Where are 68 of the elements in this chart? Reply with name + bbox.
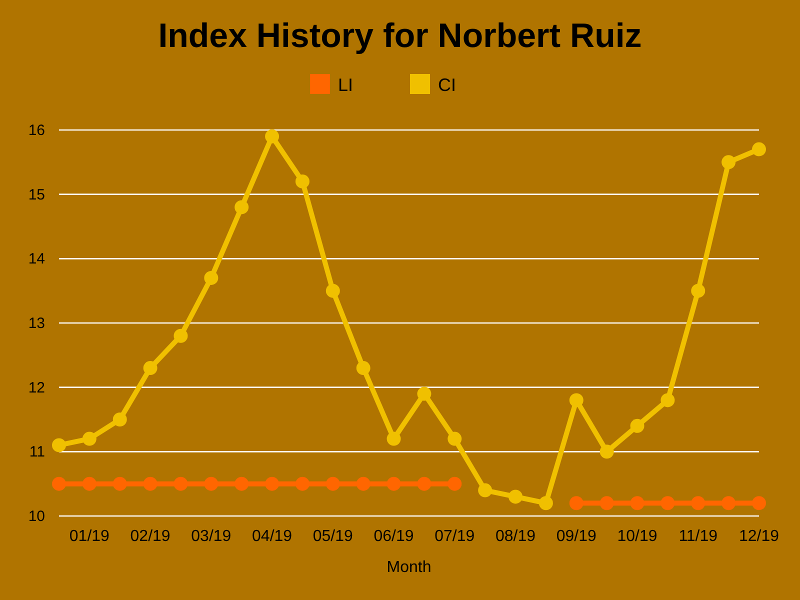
point <box>112 476 127 491</box>
point <box>660 496 675 510</box>
x-tick-label: 10/19 <box>617 528 658 545</box>
point <box>752 496 766 510</box>
point <box>52 438 66 452</box>
point <box>52 476 66 491</box>
point <box>234 200 249 214</box>
point <box>722 496 736 510</box>
point <box>326 476 340 491</box>
point <box>143 476 158 491</box>
point <box>630 418 644 433</box>
point <box>600 444 614 459</box>
x-tick-label: 05/19 <box>312 528 354 545</box>
point <box>143 361 158 376</box>
x-tick-label: 09/19 <box>556 528 597 545</box>
point <box>660 393 675 408</box>
point <box>386 432 401 446</box>
point <box>295 174 310 188</box>
point <box>386 476 401 491</box>
point <box>204 476 218 491</box>
point <box>448 476 462 491</box>
point <box>630 496 644 510</box>
point <box>82 432 96 446</box>
point <box>448 432 462 446</box>
x-tick-label: 07/19 <box>434 528 475 545</box>
point <box>508 490 523 504</box>
y-tick-label: 11 <box>29 444 45 461</box>
y-tick-label: 15 <box>28 186 45 204</box>
x-axis-title: Month <box>386 559 432 576</box>
point <box>538 496 553 510</box>
legend-label: CI <box>438 75 456 95</box>
point <box>174 476 188 491</box>
y-tick-label: 13 <box>28 315 45 332</box>
point <box>265 476 280 491</box>
point <box>174 328 188 343</box>
point <box>356 476 370 491</box>
x-tick-label: 12/19 <box>738 528 780 545</box>
point <box>265 129 280 144</box>
point <box>417 476 432 491</box>
y-tick-label: 16 <box>28 122 45 139</box>
point <box>478 483 492 498</box>
chart-title: Index History for Norbert Ruiz <box>158 17 642 55</box>
x-tick-label: 03/19 <box>191 528 232 545</box>
x-tick-label: 11/19 <box>678 528 718 545</box>
point <box>234 476 249 491</box>
point <box>82 476 96 491</box>
point <box>295 476 310 491</box>
point <box>326 284 340 298</box>
x-tick-label: 01/19 <box>69 528 110 545</box>
point <box>204 270 218 285</box>
x-tick-label: 08/19 <box>496 528 536 545</box>
point <box>112 412 127 426</box>
point <box>722 155 736 170</box>
point <box>569 393 584 408</box>
y-tick-label: 12 <box>28 379 45 396</box>
legend-label: LI <box>338 75 354 95</box>
x-tick-label: 02/19 <box>130 528 170 545</box>
point <box>600 496 614 510</box>
point <box>691 496 706 510</box>
point <box>752 142 766 156</box>
point <box>356 361 370 376</box>
point <box>569 496 584 510</box>
x-tick-label: 04/19 <box>252 528 292 545</box>
x-tick-label: 06/19 <box>374 528 414 545</box>
y-tick-label: 10 <box>28 508 45 525</box>
point <box>417 386 432 401</box>
y-tick-label: 14 <box>28 250 45 268</box>
point <box>691 284 706 298</box>
